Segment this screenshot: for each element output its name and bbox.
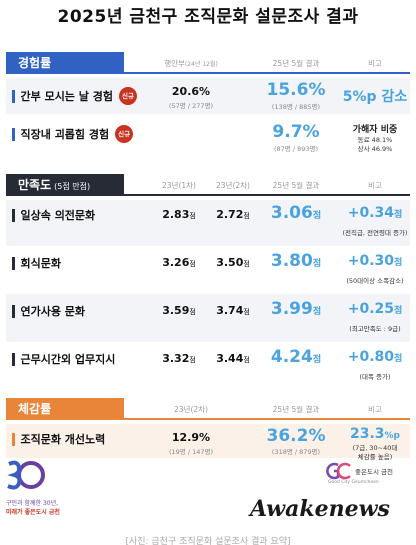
section-satisfaction-divider: [124, 194, 410, 196]
second-value: 3.50점: [216, 256, 250, 269]
diff-value: +0.25점: [347, 301, 403, 317]
table-row: [6, 114, 410, 160]
logo-slogan-line: 미래가 좋은도시 금천: [6, 509, 60, 516]
row-label: 회식문화: [12, 254, 61, 272]
row-label: 조직문화 개선노력: [12, 430, 105, 448]
new-badge: 신규: [115, 125, 134, 143]
diff-note: (전직급, 전연령대 증가): [342, 229, 408, 237]
first-value: 3.26점: [162, 256, 196, 269]
note-value: 23.3%p: [349, 426, 400, 442]
column-current: 25년 5월 결과: [272, 59, 320, 68]
watermark: Awakenews: [250, 496, 390, 522]
column-first: 23년(1차): [162, 181, 196, 190]
column-note: 비고: [368, 59, 382, 68]
logo-text: 좋은도시 금천: [355, 468, 393, 476]
note-line: (7급, 30~40대: [352, 444, 398, 452]
logo-slogan-line: 구민과 함께한 30년,: [6, 500, 58, 507]
current-value: 4.24점: [270, 347, 322, 367]
section-experience-label: 경험률: [18, 56, 52, 70]
table-row: [6, 342, 410, 388]
prev-sub: (19명 / 147명): [168, 448, 214, 456]
second-value: 2.72점: [216, 208, 250, 221]
note-value: 5%p 감소: [342, 89, 408, 105]
diff-value: +0.80점: [347, 349, 403, 365]
note-line: 상사 46.9%: [357, 145, 393, 153]
diff-value: +0.34점: [347, 205, 403, 221]
prev-sub: (57명 / 277명): [168, 102, 214, 110]
current-value: 36.2%: [266, 426, 326, 446]
table-row: [6, 294, 410, 342]
row-label: 근무시간외 업무지시: [12, 350, 115, 368]
current-value: 3.99점: [270, 299, 322, 319]
prev-value: 12.9%: [171, 431, 211, 444]
section-perception-header: 체감률: [6, 398, 124, 420]
current-value: 3.80점: [270, 251, 322, 271]
table-row: [6, 424, 410, 458]
column-prev: 행안부(24년 12월): [164, 59, 218, 68]
section-perception-label: 체감률: [18, 402, 52, 416]
prev-value: 20.6%: [171, 85, 211, 98]
diff-note: (50대이상 소폭감소): [346, 277, 404, 285]
diff-note: (최고만족도 : 9급): [349, 325, 401, 333]
section-satisfaction-header: 만족도 (5점 만점): [6, 174, 124, 196]
row-label: 간부 모시는 날 경험 신규: [12, 86, 137, 106]
second-value: 3.44점: [216, 352, 250, 365]
page-title: 2025년 금천구 조직문화 설문조사 결과: [57, 7, 359, 27]
first-value: 3.59점: [162, 304, 196, 317]
column-current: 25년 5월 결과: [272, 181, 320, 190]
section-experience-header: 경험률: [6, 52, 124, 74]
column-note: 비고: [368, 181, 382, 190]
current-sub: (318명 / 879명): [271, 448, 321, 456]
section-experience-divider: [124, 72, 410, 74]
column-second: 23년(2차): [216, 181, 250, 190]
note-line: 체감률 높음): [357, 453, 393, 461]
table-row: [6, 200, 410, 246]
second-value: 3.74점: [216, 304, 250, 317]
column-note: 비고: [368, 405, 382, 414]
section-satisfaction-label: 만족도: [18, 178, 52, 192]
first-value: 3.32점: [162, 352, 196, 365]
anniversary-logo-icon: [7, 460, 45, 490]
current-value: 15.6%: [266, 80, 326, 100]
first-value: 2.83점: [162, 208, 196, 221]
diff-note: (대폭 증가): [359, 373, 391, 381]
district-30th-logo: 30 구민과 함께한 30년, 미래가 좋은도시 금천: [6, 458, 126, 518]
table-row: [6, 78, 410, 114]
note-title: 가해자 비중: [352, 125, 398, 135]
gc-logo-icon: [326, 462, 351, 480]
diff-value: +0.30점: [347, 253, 403, 269]
new-badge: 신규: [118, 87, 137, 105]
geumcheon-logo: 좋은도시 금천 Good City Geumcheon: [326, 462, 410, 492]
column-prev: 23년(2차): [174, 405, 208, 414]
row-label: 직장내 괴롭힘 경험 신규: [12, 124, 134, 144]
current-value: 9.7%: [272, 122, 320, 142]
note-line: 동료 48.1%: [357, 136, 393, 144]
row-label: 연가사용 문화: [12, 302, 85, 320]
current-sub: (138명 / 885명): [271, 103, 321, 111]
row-label: 일상속 의전문화: [12, 206, 95, 224]
table-row: [6, 246, 410, 294]
image-caption: [사진: 금천구 조직문화 설문조사 결과 요약]: [125, 537, 291, 545]
section-perception-divider: [124, 418, 410, 420]
section-satisfaction-note: (5점 만점): [54, 182, 91, 191]
current-sub: (87명 / 893명): [273, 145, 319, 153]
logo-subtext: Good City Geumcheon: [328, 480, 379, 485]
column-current: 25년 5월 결과: [272, 405, 320, 414]
current-value: 3.06점: [270, 203, 322, 223]
